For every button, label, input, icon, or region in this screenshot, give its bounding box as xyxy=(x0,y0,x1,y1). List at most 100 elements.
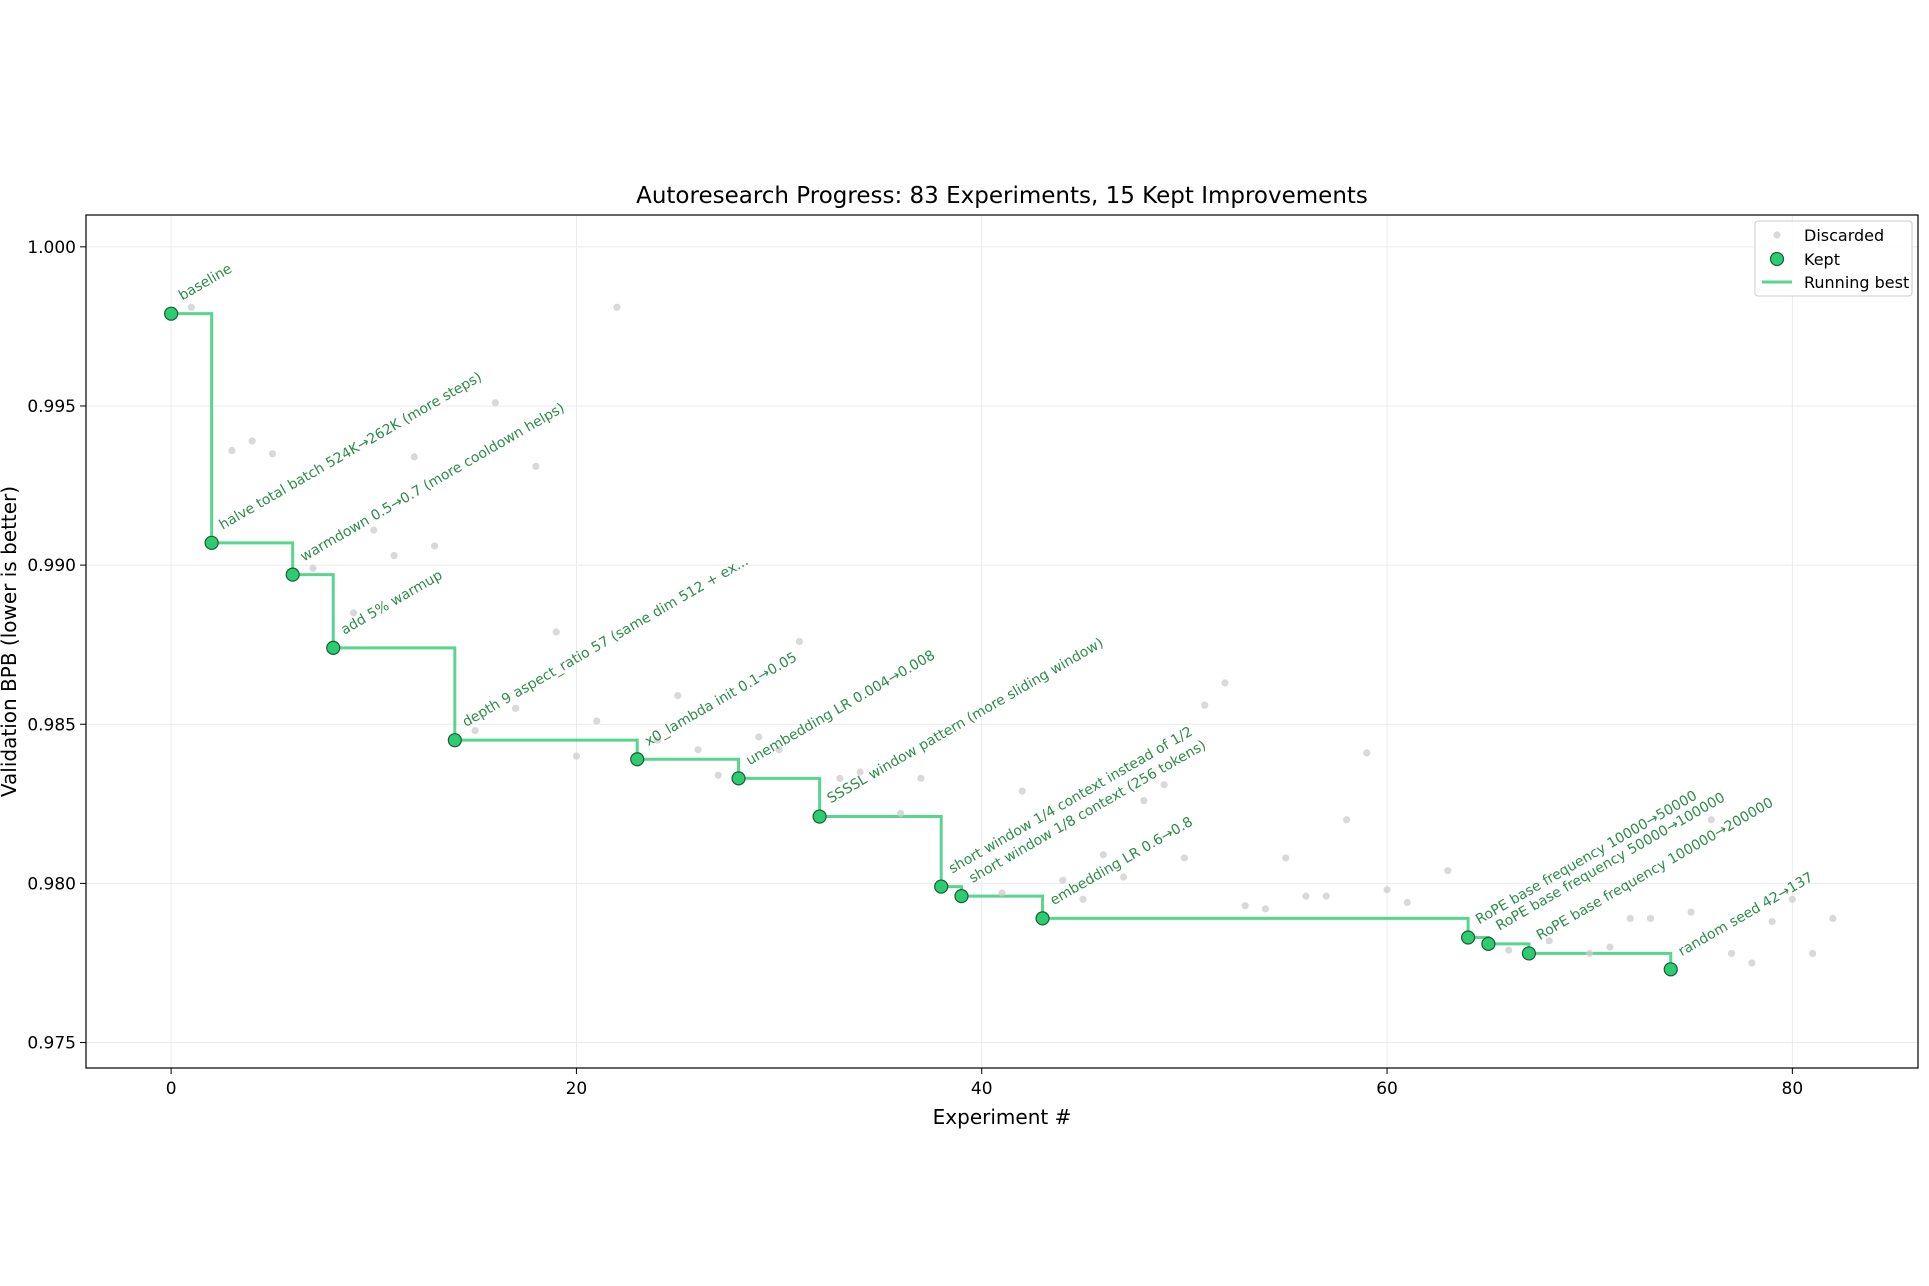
discarded-point xyxy=(187,303,195,311)
x-axis-label: Experiment # xyxy=(933,1105,1072,1129)
y-tick-label: 0.990 xyxy=(27,556,76,576)
discarded-point xyxy=(1261,905,1270,913)
discarded-point xyxy=(309,564,317,572)
y-tick-label: 0.975 xyxy=(27,1034,76,1054)
discarded-point xyxy=(228,446,236,455)
kept-point xyxy=(630,752,645,767)
discarded-layer xyxy=(187,303,1837,967)
discarded-point xyxy=(1748,959,1756,967)
kept-point xyxy=(1663,962,1678,977)
discarded-point xyxy=(694,746,702,754)
discarded-point xyxy=(1342,816,1351,824)
kept-point xyxy=(164,306,179,321)
discarded-point xyxy=(593,717,601,725)
kept-point xyxy=(447,733,462,748)
kept-point xyxy=(812,809,827,824)
discarded-point xyxy=(1444,867,1452,875)
kept-point xyxy=(954,889,969,904)
discarded-point xyxy=(1302,892,1310,900)
discarded-point xyxy=(856,768,864,776)
kept-point xyxy=(1521,946,1537,961)
discarded-point xyxy=(1403,898,1411,907)
discarded-point xyxy=(430,542,439,550)
discarded-point xyxy=(370,526,378,534)
discarded-point xyxy=(613,303,621,311)
discarded-point xyxy=(410,453,418,461)
discarded-point xyxy=(1322,892,1330,900)
x-tick-label: 60 xyxy=(1376,1079,1398,1099)
discarded-point xyxy=(390,551,398,560)
legend-discarded-marker xyxy=(1773,231,1781,239)
kept-point xyxy=(934,879,949,894)
discarded-point xyxy=(552,628,560,636)
discarded-point xyxy=(471,727,479,735)
discarded-point xyxy=(1606,943,1614,951)
discarded-point xyxy=(1545,937,1553,945)
kept-point xyxy=(326,640,341,655)
legend-running-best-label: Running best xyxy=(1804,273,1909,292)
legend-kept-label: Kept xyxy=(1804,250,1840,269)
discarded-point xyxy=(897,809,905,817)
ticks: 0 20 40 60 80 0.975 0.980 0.985 0.990 0.995 1.000 xyxy=(27,238,1803,1099)
discarded-point xyxy=(1119,873,1128,881)
discarded-point xyxy=(917,774,925,782)
discarded-point xyxy=(1646,914,1655,923)
kept-point xyxy=(1035,911,1050,926)
discarded-point xyxy=(1018,787,1026,795)
discarded-point xyxy=(1241,902,1249,910)
y-tick-label: 0.995 xyxy=(27,397,76,417)
discarded-point xyxy=(1586,949,1594,958)
kept-point xyxy=(731,771,746,786)
grid xyxy=(86,215,1918,1068)
discarded-point xyxy=(1140,797,1148,805)
discarded-point xyxy=(1727,949,1736,958)
legend-discarded-label: Discarded xyxy=(1804,226,1884,245)
x-tick-label: 20 xyxy=(566,1079,588,1099)
discarded-point xyxy=(1383,886,1391,894)
kept-point xyxy=(1481,936,1496,951)
discarded-point xyxy=(268,450,277,458)
legend: Discarded Kept Running best xyxy=(1754,220,1913,297)
discarded-point xyxy=(491,399,499,407)
discarded-point xyxy=(248,437,256,445)
discarded-point xyxy=(532,462,540,471)
discarded-point xyxy=(349,609,358,617)
kept-point xyxy=(285,567,300,582)
discarded-point xyxy=(1282,854,1290,862)
discarded-point xyxy=(998,889,1006,897)
discarded-point xyxy=(714,771,722,779)
discarded-point xyxy=(1160,781,1168,789)
plot-frame xyxy=(85,214,1919,1069)
discarded-point xyxy=(512,704,520,712)
discarded-point xyxy=(1829,914,1837,923)
kept-point xyxy=(204,535,219,550)
discarded-point xyxy=(1788,895,1796,903)
legend-kept-marker xyxy=(1769,251,1785,267)
discarded-point xyxy=(836,774,844,782)
discarded-point xyxy=(653,736,662,744)
x-tick-label: 80 xyxy=(1782,1079,1804,1099)
discarded-point xyxy=(795,637,803,646)
y-tick-label: 0.980 xyxy=(27,874,76,894)
chart-title: Autoresearch Progress: 83 Experiments, 1… xyxy=(636,183,1368,209)
x-tick-label: 0 xyxy=(166,1079,177,1099)
discarded-point xyxy=(674,692,682,700)
discarded-point xyxy=(1099,851,1107,859)
discarded-point xyxy=(1221,679,1229,687)
discarded-point xyxy=(1505,946,1513,954)
y-tick-label: 1.000 xyxy=(27,238,76,258)
discarded-point xyxy=(755,733,763,741)
kept-layer xyxy=(164,306,1678,977)
legend-box xyxy=(1754,220,1913,297)
y-axis-label: Validation BPB (lower is better) xyxy=(0,486,21,797)
discarded-point xyxy=(1201,701,1209,709)
discarded-point xyxy=(1626,914,1634,923)
y-tick-label: 0.985 xyxy=(27,715,76,735)
discarded-point xyxy=(1079,895,1087,903)
discarded-point xyxy=(572,752,581,760)
discarded-point xyxy=(1180,854,1188,862)
discarded-point xyxy=(1707,816,1715,824)
discarded-point xyxy=(1687,908,1695,916)
